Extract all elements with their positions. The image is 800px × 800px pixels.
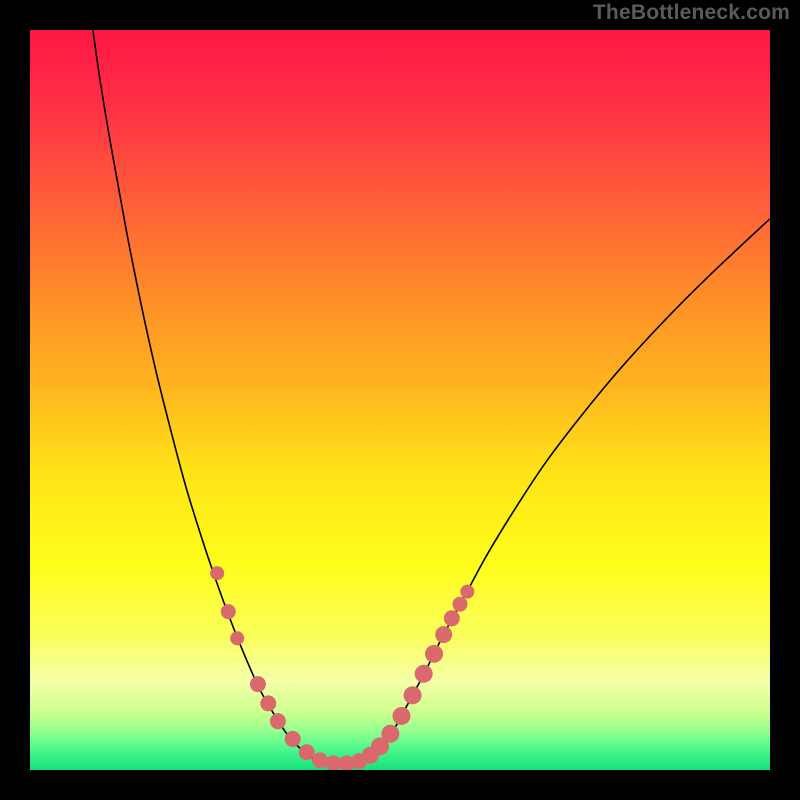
curve-marker [250, 676, 266, 692]
curve-marker [404, 686, 422, 704]
bottleneck-chart [0, 0, 800, 800]
curve-marker [444, 610, 460, 626]
watermark-text: TheBottleneck.com [593, 1, 790, 25]
gradient-background [30, 30, 770, 770]
curve-marker [260, 695, 276, 711]
curve-marker [312, 752, 328, 768]
curve-marker [425, 645, 443, 663]
curve-marker [285, 731, 301, 747]
curve-marker [210, 566, 224, 580]
chart-frame: TheBottleneck.com [0, 0, 800, 800]
curve-marker [435, 626, 452, 643]
curve-marker [221, 604, 236, 619]
curve-marker [299, 744, 315, 760]
curve-marker [270, 713, 286, 729]
curve-marker [452, 597, 467, 612]
curve-marker [392, 707, 410, 725]
curve-marker [460, 585, 474, 599]
curve-marker [415, 665, 433, 683]
curve-marker [381, 725, 399, 743]
curve-marker [230, 631, 244, 645]
